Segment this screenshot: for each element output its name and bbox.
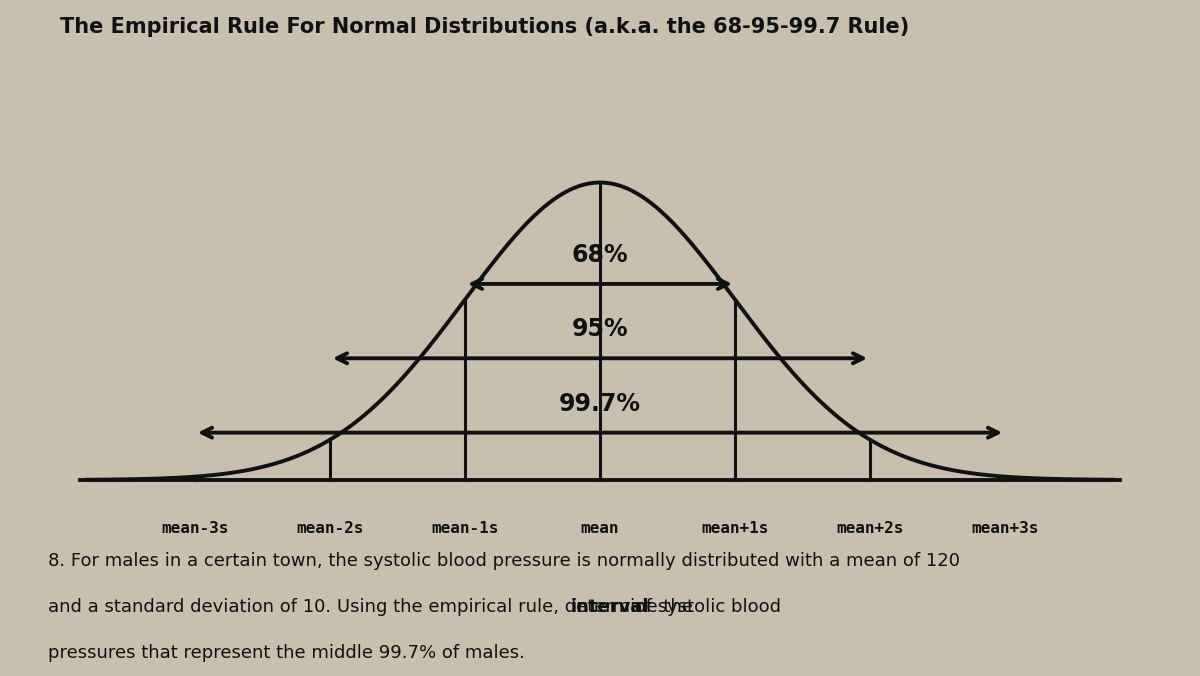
Text: mean-2s: mean-2s — [296, 521, 364, 535]
Text: 99.7%: 99.7% — [559, 391, 641, 416]
Text: mean-1s: mean-1s — [431, 521, 499, 535]
Text: and a standard deviation of 10. Using the empirical rule, determine the: and a standard deviation of 10. Using th… — [48, 598, 698, 616]
Text: mean+2s: mean+2s — [836, 521, 904, 535]
Text: mean-3s: mean-3s — [161, 521, 229, 535]
Text: pressures that represent the middle 99.7% of males.: pressures that represent the middle 99.7… — [48, 644, 524, 662]
Text: interval: interval — [570, 598, 649, 616]
Text: The Empirical Rule For Normal Distributions (a.k.a. the 68-95-99.7 Rule): The Empirical Rule For Normal Distributi… — [60, 17, 910, 37]
Text: mean+3s: mean+3s — [971, 521, 1039, 535]
Text: mean+1s: mean+1s — [701, 521, 769, 535]
Text: 8. For males in a certain town, the systolic blood pressure is normally distribu: 8. For males in a certain town, the syst… — [48, 552, 960, 570]
Text: 95%: 95% — [571, 317, 629, 341]
Text: mean: mean — [581, 521, 619, 535]
Text: 68%: 68% — [571, 243, 629, 267]
Text: of systolic blood: of systolic blood — [629, 598, 781, 616]
